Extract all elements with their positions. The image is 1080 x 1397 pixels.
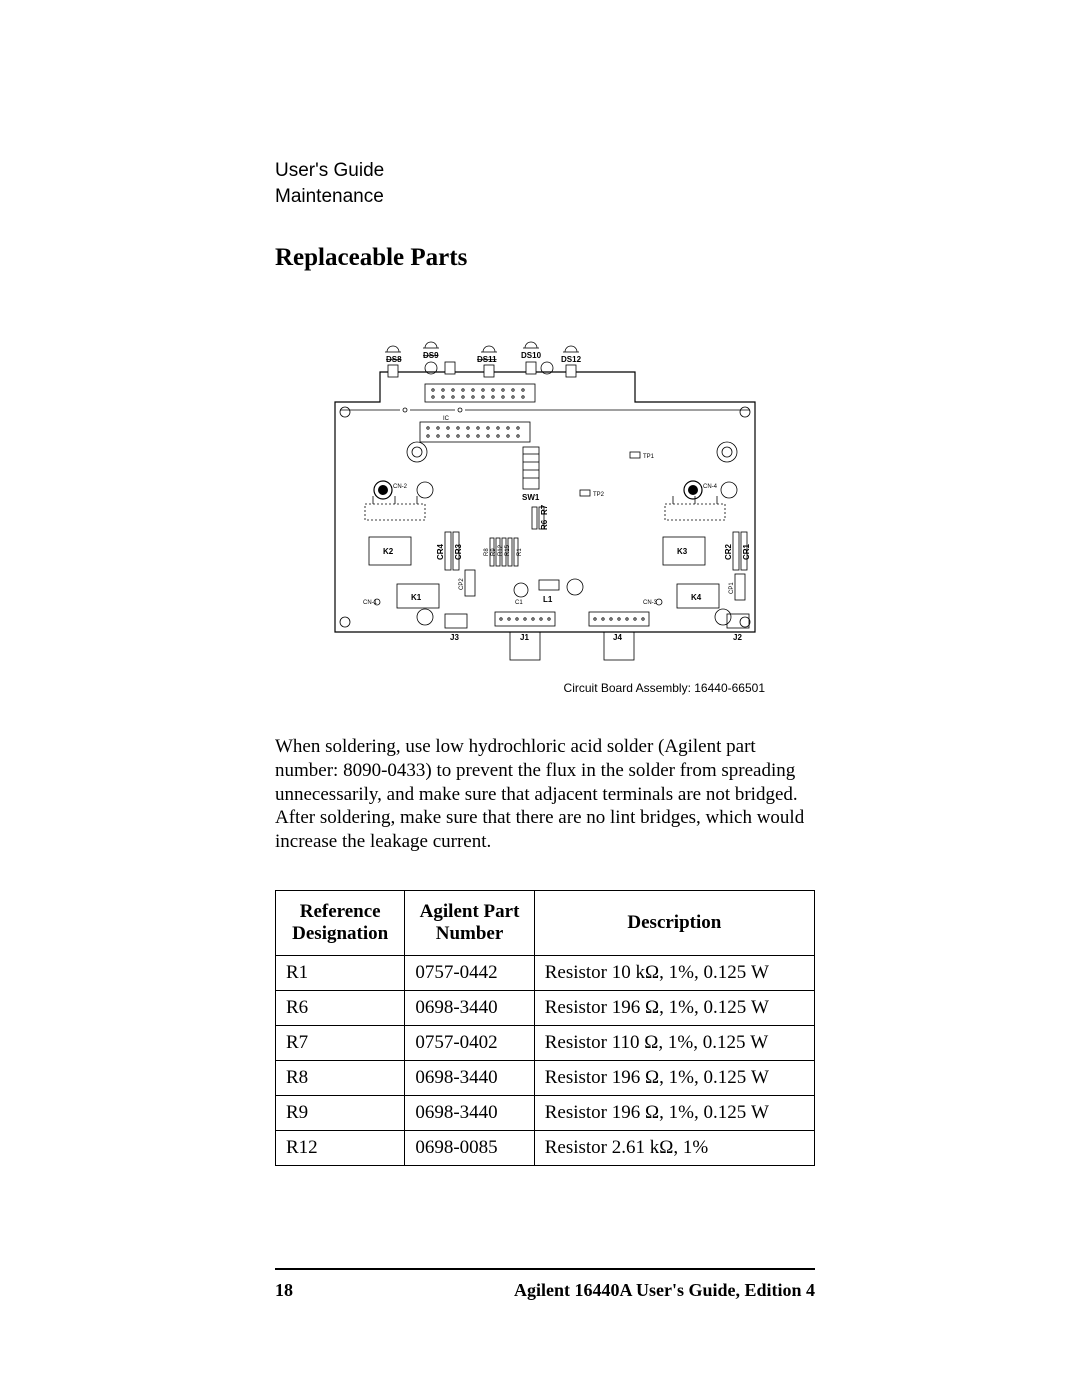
svg-text:CN-1: CN-1 <box>363 600 378 606</box>
cell-part: 0698-0085 <box>405 1130 534 1165</box>
svg-text:TP1: TP1 <box>643 454 655 460</box>
svg-text:R6: R6 <box>540 519 549 530</box>
cell-desc: Resistor 196 Ω, 1%, 0.125 W <box>534 1095 814 1130</box>
svg-text:R12: R12 <box>498 544 504 556</box>
document-page: User's Guide Maintenance Replaceable Par… <box>0 0 1080 1397</box>
soldering-paragraph: When soldering, use low hydrochloric aci… <box>275 735 815 854</box>
svg-text:DS10: DS10 <box>521 351 542 360</box>
header-line-2: Maintenance <box>275 186 815 208</box>
svg-text:DS8: DS8 <box>386 355 402 364</box>
cell-ref: R9 <box>276 1095 405 1130</box>
table-row: R7 0757-0402 Resistor 110 Ω, 1%, 0.125 W <box>276 1025 815 1060</box>
svg-text:DS12: DS12 <box>561 355 582 364</box>
col-header-description: Description <box>534 890 814 955</box>
page-number: 18 <box>275 1280 293 1301</box>
svg-text:SW1: SW1 <box>522 493 540 502</box>
svg-text:J2: J2 <box>733 633 742 642</box>
svg-text:R9: R9 <box>491 548 497 556</box>
standoffs <box>407 442 737 625</box>
svg-text:L1: L1 <box>543 595 553 604</box>
table-row: R8 0698-3440 Resistor 196 Ω, 1%, 0.125 W <box>276 1060 815 1095</box>
cell-desc: Resistor 10 kΩ, 1%, 0.125 W <box>534 955 814 990</box>
circuit-diagram: DS8 DS9 DS11 <box>325 312 765 695</box>
svg-text:CP1: CP1 <box>729 582 735 594</box>
svg-text:CR2: CR2 <box>724 543 733 560</box>
svg-text:R15: R15 <box>505 544 511 556</box>
svg-text:DS11: DS11 <box>477 355 497 364</box>
cell-ref: R8 <box>276 1060 405 1095</box>
cell-part: 0698-3440 <box>405 990 534 1025</box>
cell-desc: Resistor 110 Ω, 1%, 0.125 W <box>534 1025 814 1060</box>
cell-ref: R12 <box>276 1130 405 1165</box>
svg-text:IC: IC <box>443 416 450 422</box>
svg-text:DS9: DS9 <box>423 351 439 360</box>
svg-text:J4: J4 <box>613 633 622 642</box>
cell-desc: Resistor 2.61 kΩ, 1% <box>534 1130 814 1165</box>
svg-text:K4: K4 <box>691 593 702 602</box>
table-body: R1 0757-0442 Resistor 10 kΩ, 1%, 0.125 W… <box>276 955 815 1165</box>
col-header-reference: Reference Designation <box>276 890 405 955</box>
svg-text:J3: J3 <box>450 633 459 642</box>
svg-text:R1: R1 <box>517 548 523 556</box>
svg-text:CN-4: CN-4 <box>703 484 718 490</box>
cell-ref: R7 <box>276 1025 405 1060</box>
circuit-board-svg: DS8 DS9 DS11 <box>325 312 765 672</box>
table-header-row: Reference Designation Agilent Part Numbe… <box>276 890 815 955</box>
svg-text:K1: K1 <box>411 593 422 602</box>
svg-text:R8: R8 <box>484 548 490 556</box>
cell-ref: R1 <box>276 955 405 990</box>
svg-text:CN-2: CN-2 <box>393 484 408 490</box>
cell-part: 0698-3440 <box>405 1095 534 1130</box>
svg-text:C1: C1 <box>515 600 523 606</box>
page-footer: 18 Agilent 16440A User's Guide, Edition … <box>275 1268 815 1301</box>
svg-text:R7: R7 <box>540 504 549 515</box>
table-row: R9 0698-3440 Resistor 196 Ω, 1%, 0.125 W <box>276 1095 815 1130</box>
diagram-caption: Circuit Board Assembly: 16440-66501 <box>325 681 765 695</box>
cell-desc: Resistor 196 Ω, 1%, 0.125 W <box>534 1060 814 1095</box>
cell-desc: Resistor 196 Ω, 1%, 0.125 W <box>534 990 814 1025</box>
svg-text:CP2: CP2 <box>459 578 465 590</box>
svg-text:CR3: CR3 <box>454 543 463 560</box>
table-row: R12 0698-0085 Resistor 2.61 kΩ, 1% <box>276 1130 815 1165</box>
section-title: Replaceable Parts <box>275 244 815 272</box>
svg-text:J1: J1 <box>520 633 529 642</box>
svg-text:K3: K3 <box>677 547 688 556</box>
parts-table: Reference Designation Agilent Part Numbe… <box>275 890 815 1166</box>
svg-text:CR1: CR1 <box>742 543 751 560</box>
svg-text:CN-3: CN-3 <box>643 600 658 606</box>
svg-text:CR4: CR4 <box>436 543 445 560</box>
cell-part: 0757-0402 <box>405 1025 534 1060</box>
cell-part: 0698-3440 <box>405 1060 534 1095</box>
col-header-partnumber: Agilent Part Number <box>405 890 534 955</box>
table-row: R1 0757-0442 Resistor 10 kΩ, 1%, 0.125 W <box>276 955 815 990</box>
cell-part: 0757-0442 <box>405 955 534 990</box>
cell-ref: R6 <box>276 990 405 1025</box>
svg-text:TP2: TP2 <box>593 492 605 498</box>
table-row: R6 0698-3440 Resistor 196 Ω, 1%, 0.125 W <box>276 990 815 1025</box>
header-line-1: User's Guide <box>275 160 815 182</box>
svg-text:K2: K2 <box>383 547 394 556</box>
footer-title: Agilent 16440A User's Guide, Edition 4 <box>514 1280 815 1301</box>
